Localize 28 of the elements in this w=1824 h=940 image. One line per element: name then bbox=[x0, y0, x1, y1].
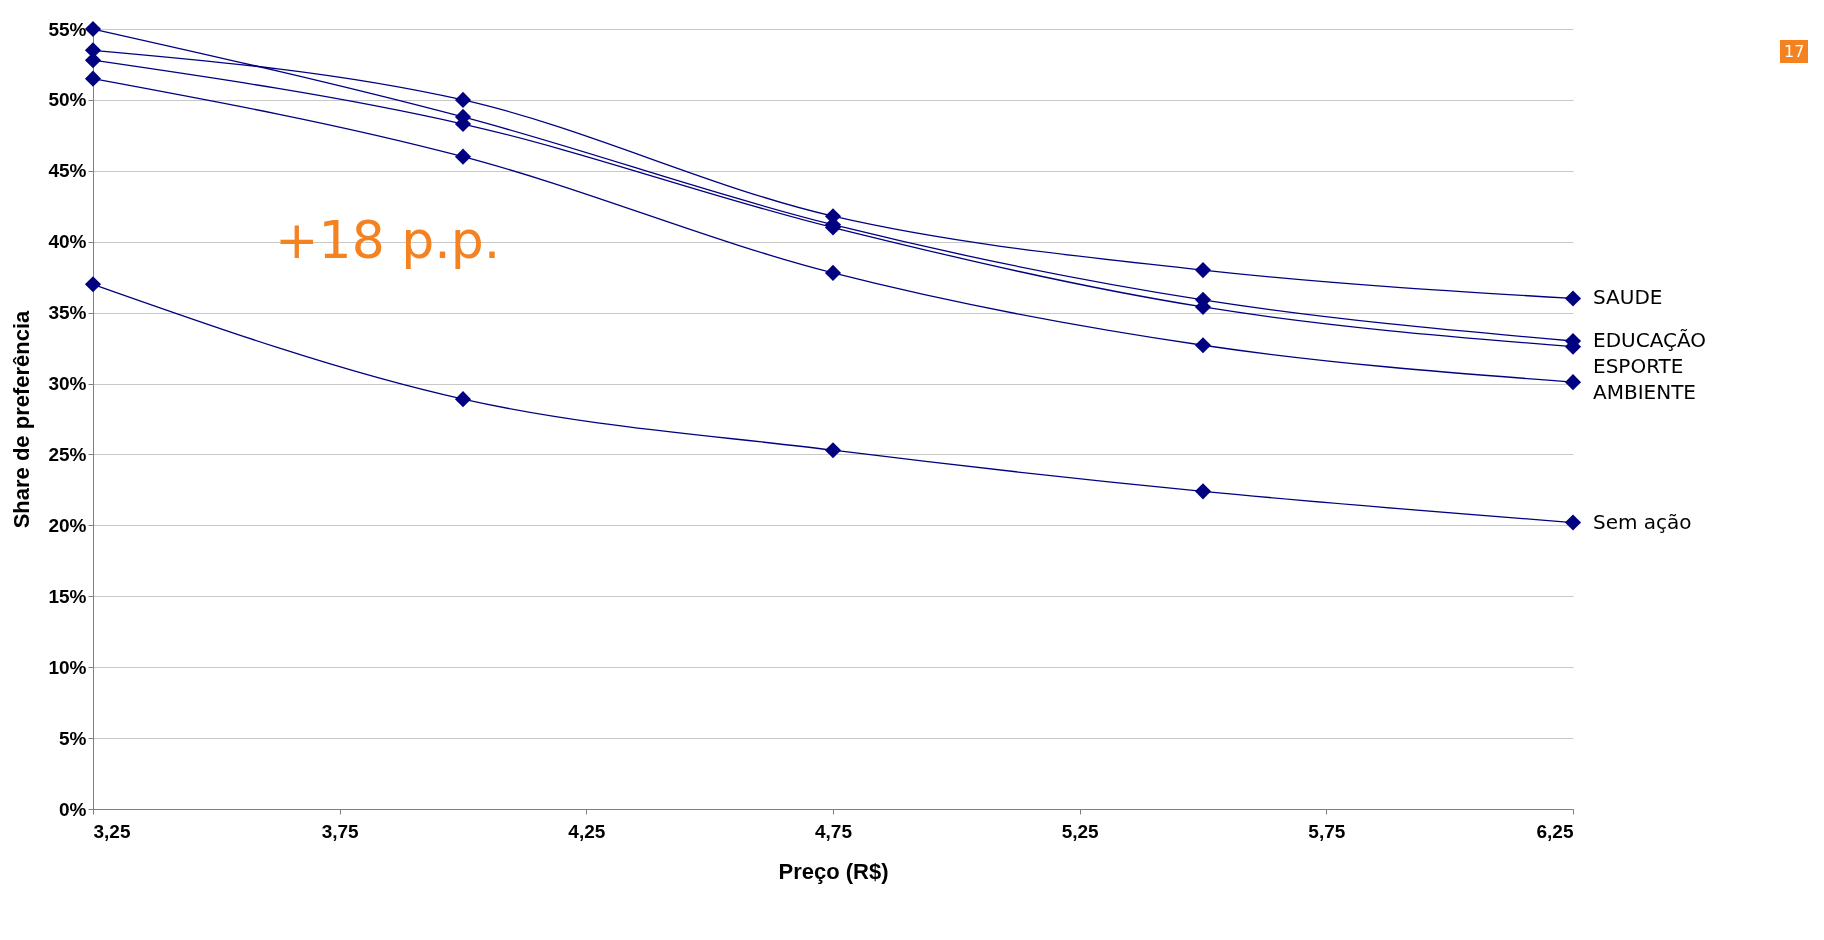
y-tick-label: 5% bbox=[59, 727, 87, 749]
x-tick-label: 3,75 bbox=[321, 820, 360, 842]
y-tick-label: 0% bbox=[59, 798, 87, 820]
x-tick-label: 5,25 bbox=[1061, 820, 1100, 842]
y-tick-label: 35% bbox=[48, 302, 87, 324]
y-tick-label: 40% bbox=[48, 231, 87, 253]
series-label: EDUCAÇÃO bbox=[1593, 328, 1707, 352]
x-tick-label: 6,25 bbox=[1536, 820, 1574, 842]
y-tick-label: 20% bbox=[48, 514, 87, 536]
series-label: AMBIENTE bbox=[1593, 380, 1697, 404]
y-tick-label: 10% bbox=[48, 656, 87, 678]
x-tick-label: 3,25 bbox=[93, 820, 131, 842]
y-axis-title: Share de preferência bbox=[9, 309, 35, 529]
annotation: +18 p.p. bbox=[275, 210, 501, 270]
y-tick-label: 50% bbox=[48, 89, 87, 111]
x-axis-title: Preço (R$) bbox=[778, 858, 889, 884]
y-tick-label: 30% bbox=[48, 373, 87, 395]
x-tick-label: 4,75 bbox=[815, 820, 853, 842]
series-label: SAUDE bbox=[1593, 285, 1663, 310]
series-label: Sem ação bbox=[1593, 509, 1692, 534]
y-tick-label: 25% bbox=[48, 443, 87, 465]
text: 17 bbox=[1780, 40, 1809, 63]
x-tick-label: 5,75 bbox=[1308, 820, 1346, 842]
y-tick-label: 55% bbox=[48, 18, 87, 40]
y-tick-label: 45% bbox=[48, 160, 87, 182]
series-label: ESPORTE bbox=[1593, 354, 1684, 378]
x-tick-label: 4,25 bbox=[568, 820, 606, 842]
y-tick-label: 15% bbox=[48, 585, 87, 607]
